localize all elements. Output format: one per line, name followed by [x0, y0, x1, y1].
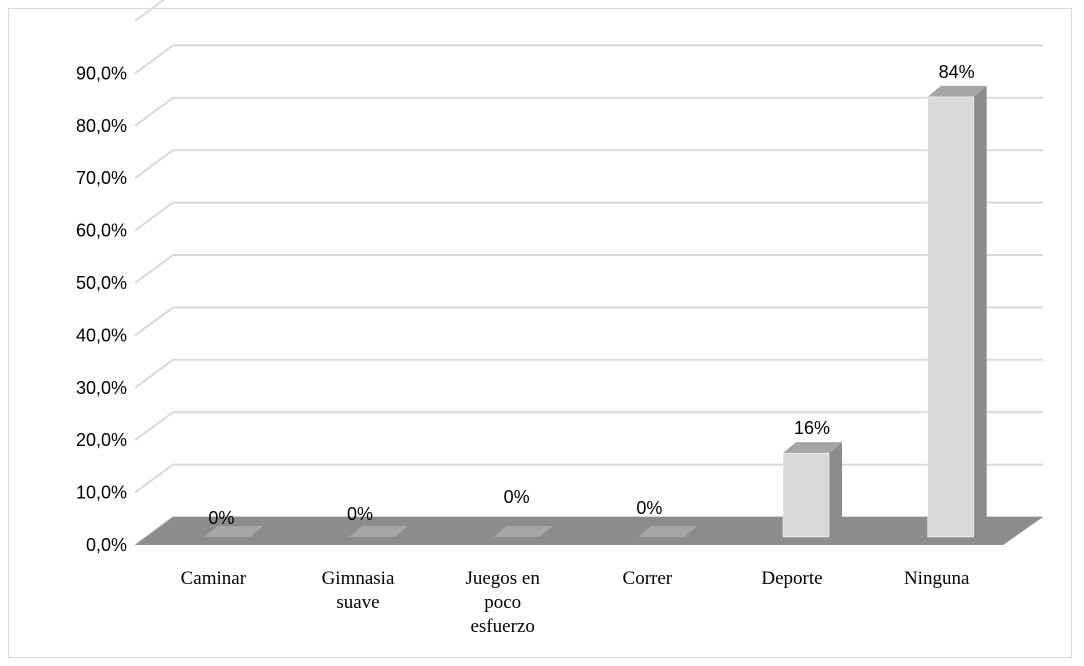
y-tick-label: 10,0%	[76, 483, 127, 503]
data-label: 16%	[794, 418, 830, 438]
floor-plane	[135, 517, 1043, 545]
bar	[638, 526, 698, 537]
data-label: 0%	[636, 498, 662, 518]
bar	[782, 452, 830, 538]
bar	[204, 526, 264, 537]
x-tick-label: Caminar	[181, 568, 247, 589]
data-label: 84%	[939, 62, 975, 82]
y-tick-label: 60,0%	[76, 221, 127, 241]
bars	[204, 85, 987, 538]
gridline-diagonal	[134, 463, 174, 494]
y-tick-label: 20,0%	[76, 430, 127, 450]
x-tick-label-line: Caminar	[181, 568, 247, 589]
x-tick-label: Ninguna	[904, 568, 970, 589]
x-tick-label-line: Correr	[623, 568, 673, 589]
bar	[349, 526, 408, 537]
y-tick-label: 70,0%	[76, 168, 127, 188]
y-tick-label: 0,0%	[86, 535, 127, 555]
y-tick-label: 30,0%	[76, 378, 127, 398]
bar-top	[927, 85, 987, 97]
bar	[927, 96, 974, 538]
gridline-diagonal	[134, 0, 166, 22]
gridline-diagonal	[134, 358, 174, 389]
y-axis-ticks: 0,0% 10,0% 20,0% 30,0% 40,0% 50,0% 60,0% 70,0% 8…	[76, 63, 127, 555]
bar-top	[783, 442, 842, 454]
gridline-diagonal	[134, 254, 174, 284]
x-tick-label-line: Juegos en	[465, 568, 540, 589]
bar-side	[973, 85, 987, 537]
bar-side	[829, 442, 842, 537]
gridline-diagonal	[134, 201, 174, 232]
gridlines	[134, 0, 1043, 546]
y-tick-label: 90,0%	[76, 63, 127, 83]
gridline-diagonal	[134, 96, 174, 127]
chart-floor	[135, 517, 1043, 545]
data-label: 0%	[347, 504, 373, 524]
x-tick-label: Juegos en poco esfuerzo	[465, 568, 540, 637]
bar	[493, 526, 553, 537]
gridline-diagonal	[134, 149, 174, 180]
y-tick-label: 50,0%	[76, 273, 127, 293]
x-tick-label: Correr	[623, 568, 673, 589]
x-tick-label-line: suave	[336, 592, 379, 613]
data-label: 0%	[208, 508, 234, 528]
y-tick-label: 80,0%	[76, 116, 127, 136]
gridline-diagonal	[134, 306, 174, 337]
gridline-diagonal	[134, 411, 174, 442]
x-tick-label-line: poco	[484, 592, 521, 613]
data-label: 0%	[504, 487, 530, 507]
x-axis-ticks: Caminar Gimnasia suave Juegos en poco esfuerz…	[181, 568, 970, 637]
x-tick-label-line: Deporte	[761, 568, 822, 589]
x-tick-label: Deporte	[761, 568, 822, 589]
gridline-diagonal	[134, 44, 174, 75]
x-tick-label: Gimnasia suave	[322, 568, 395, 613]
data-labels: 0% 0% 0% 0% 16% 84%	[208, 62, 974, 528]
x-tick-label-line: Ninguna	[904, 568, 970, 589]
chart-frame	[8, 8, 1072, 658]
x-tick-label-line: Gimnasia	[322, 568, 395, 589]
x-tick-label-line: esfuerzo	[470, 616, 534, 637]
y-tick-label: 40,0%	[76, 325, 127, 345]
